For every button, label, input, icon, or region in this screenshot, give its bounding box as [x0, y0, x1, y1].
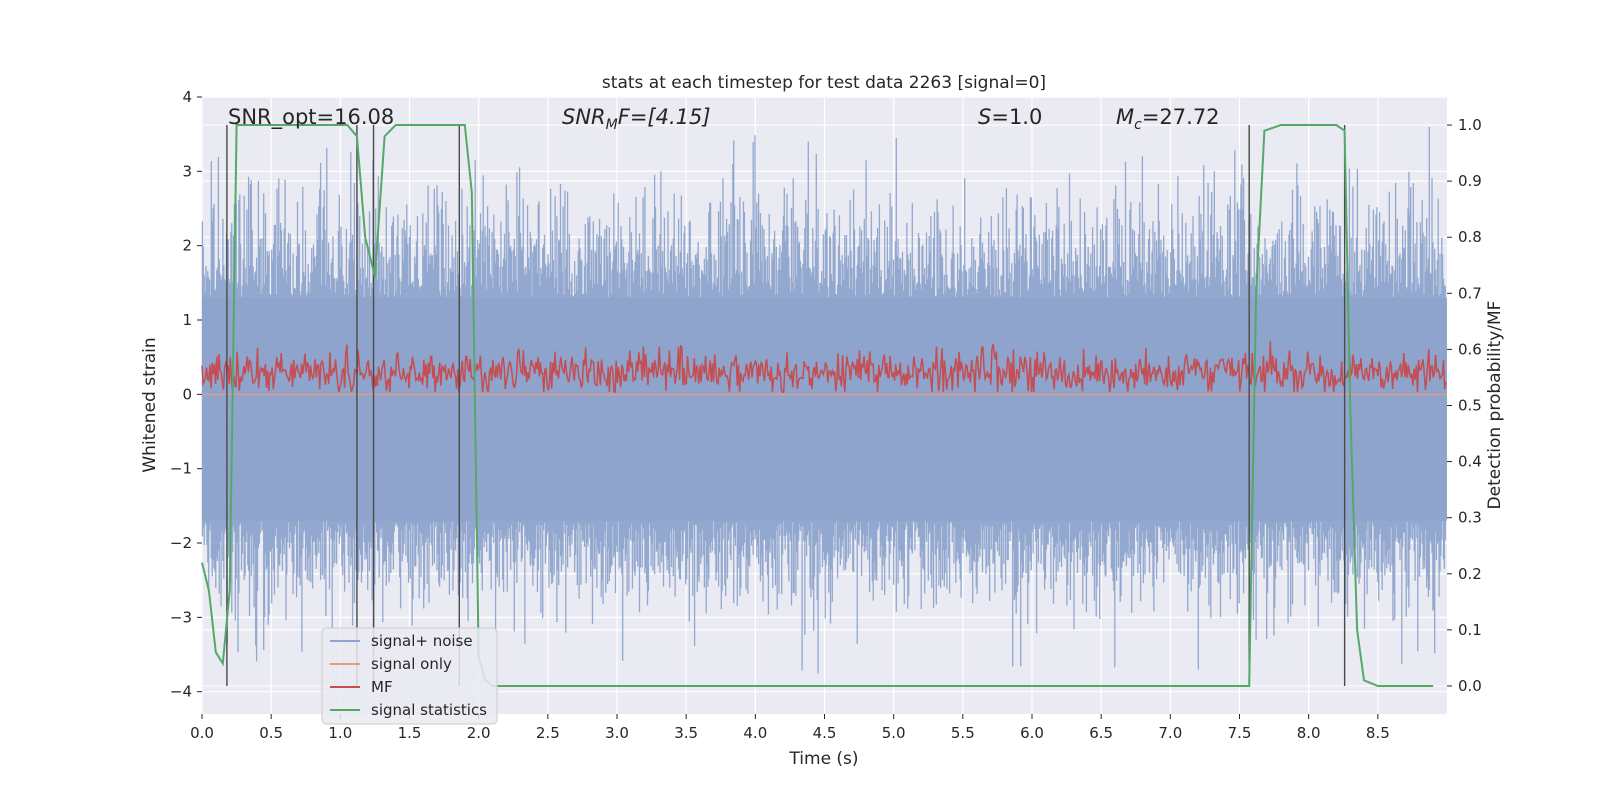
legend-box: [321, 627, 498, 725]
x-tick-label: 8.5: [1366, 724, 1390, 742]
signal-noise-series: [201, 126, 1447, 674]
annotation-mc: Mc=27.72: [1116, 105, 1220, 133]
y-tick-label: 2: [182, 237, 192, 255]
y-axis-label: Whitened strain: [140, 337, 160, 472]
legend-label-mf: MF: [371, 678, 393, 696]
x-axis-label: Time (s): [788, 749, 858, 769]
x-tick-label: 1.5: [398, 724, 422, 742]
x-tick-label: 4.0: [743, 724, 767, 742]
annotation-snr-mf: SNRMF=[4.15]: [562, 105, 711, 133]
y-tick-label: −4: [170, 683, 192, 701]
x-tick-label: 8.0: [1297, 724, 1321, 742]
x-tick-label: 6.0: [1020, 724, 1044, 742]
x-tick-label: 2.5: [536, 724, 560, 742]
y-right-tick-label: 0.7: [1458, 284, 1482, 302]
x-tick-label: 0.0: [190, 724, 214, 742]
detection-vlines: [226, 125, 1346, 686]
y-right-tick-label: 0.2: [1458, 565, 1482, 583]
y-right-axis-label: Detection probability/MF: [1485, 301, 1505, 510]
x-axis-ticks: 0.0 0.5 1.0 1.5 2.0 2.5 3.0 3.5 4.0 4.5 5.0 5.5 6.0 6…: [190, 714, 1390, 742]
y-axis-ticks: −4 −3 −2 −1 0 1 2 3 4: [170, 88, 202, 701]
mf-series: [201, 341, 1447, 394]
y-tick-label: 0: [182, 385, 192, 403]
signal-statistics-line: [201, 124, 1434, 687]
y-right-tick-label: 0.6: [1458, 340, 1482, 358]
x-tick-label: 1.0: [328, 724, 352, 742]
y-right-axis-ticks: 0.0 0.1 0.2 0.3 0.4 0.5 0.6 0.7 0.8 0.9 1.0: [1447, 116, 1482, 695]
legend-label-signal-statistics: signal statistics: [371, 701, 487, 719]
y-right-tick-label: 0.1: [1458, 621, 1482, 639]
legend-label-signal-only: signal only: [371, 655, 452, 673]
y-right-tick-label: 0.0: [1458, 677, 1482, 695]
x-tick-label: 4.5: [813, 724, 837, 742]
x-tick-label: 0.5: [259, 724, 283, 742]
x-tick-label: 3.5: [674, 724, 698, 742]
mf-line: [201, 341, 1447, 394]
y-right-tick-label: 0.4: [1458, 453, 1482, 471]
y-right-tick-label: 1.0: [1458, 116, 1482, 134]
x-tick-label: 7.5: [1228, 724, 1252, 742]
x-tick-label: 5.0: [882, 724, 906, 742]
y-right-tick-label: 0.5: [1458, 397, 1482, 415]
y-tick-label: 4: [182, 88, 192, 106]
y-tick-label: 3: [182, 162, 192, 180]
annotation-s: S=1.0: [978, 105, 1042, 129]
y-tick-label: −2: [170, 534, 192, 552]
annotation-snr-opt: SNR_opt=16.08: [228, 105, 394, 130]
x-tick-label: 2.0: [467, 724, 491, 742]
legend: signal+ noise signal only MF signal stat…: [321, 627, 498, 725]
x-tick-label: 6.5: [1089, 724, 1113, 742]
y-right-tick-label: 0.9: [1458, 172, 1482, 190]
y-right-tick-label: 0.8: [1458, 228, 1482, 246]
chart-title: stats at each timestep for test data 226…: [602, 73, 1046, 93]
y-tick-label: −3: [170, 608, 192, 626]
y-tick-label: −1: [170, 460, 192, 478]
y-tick-label: 1: [182, 311, 192, 329]
x-tick-label: 7.0: [1158, 724, 1182, 742]
x-tick-label: 5.5: [951, 724, 975, 742]
legend-label-signal-noise: signal+ noise: [371, 632, 473, 650]
x-tick-label: 3.0: [605, 724, 629, 742]
signal-noise-band: [202, 297, 1447, 521]
signal-statistics-series: [201, 124, 1434, 687]
y-right-tick-label: 0.3: [1458, 509, 1482, 527]
